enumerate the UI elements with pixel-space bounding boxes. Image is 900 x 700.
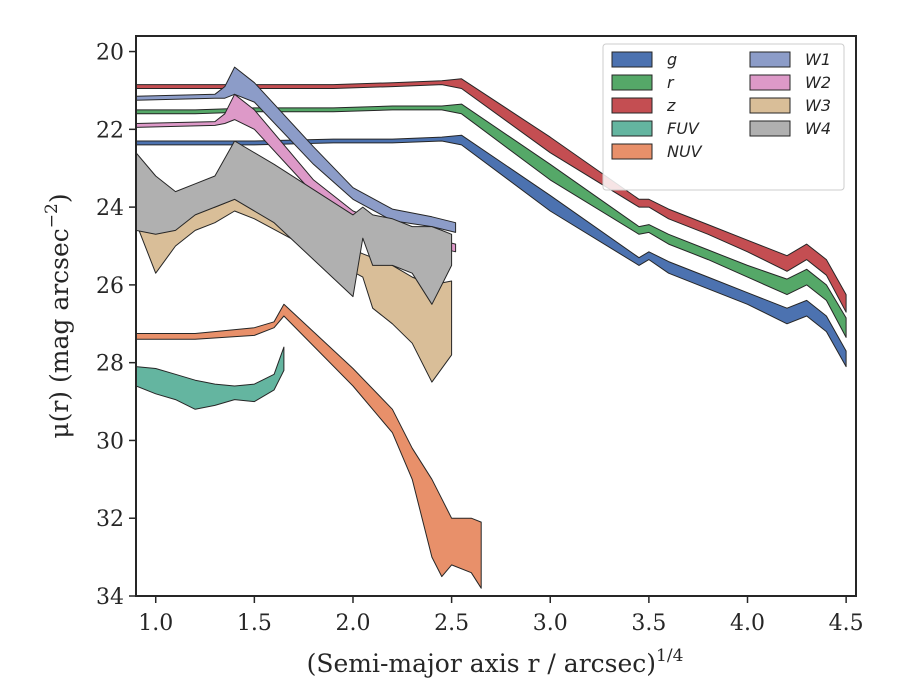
- x-tick-label: 1.5: [237, 611, 272, 636]
- legend-swatch-W1: [749, 51, 791, 68]
- y-axis-label-superscript: −2: [42, 203, 62, 228]
- legend-swatch-W2: [749, 74, 791, 91]
- y-tick-label: 26: [96, 274, 124, 299]
- x-tick-label: 2.5: [434, 611, 469, 636]
- legend-label-W2: W2: [805, 73, 831, 92]
- band-z: [136, 78, 847, 313]
- plot-frame: [135, 35, 857, 597]
- band-W4: [136, 140, 453, 305]
- x-tick-label: 4.5: [829, 611, 864, 636]
- x-tick-label: 1.0: [138, 611, 173, 636]
- x-axis: 1.0 1.5 2.0 2.5 3.0 3.5 4.0 4.5: [138, 596, 864, 636]
- legend-label-g: g: [667, 50, 677, 69]
- y-tick-label: 30: [96, 429, 124, 454]
- x-axis-label-superscript: 1/4: [656, 646, 683, 666]
- x-tick-label: 4.0: [730, 611, 765, 636]
- band-FUV: [136, 346, 285, 410]
- x-tick-label: 3.5: [631, 611, 666, 636]
- x-tick-label: 2.0: [335, 611, 370, 636]
- y-tick-label: 28: [96, 352, 124, 377]
- x-axis-label: (Semi-major axis r / arcsec)1/4: [307, 646, 684, 678]
- y-axis-label-main: μ(r) (mag arcsec: [45, 228, 74, 438]
- y-axis: 20 22 24 26 28 30 32 34: [96, 41, 136, 610]
- band-NUV: [136, 303, 482, 589]
- y-tick-label: 24: [96, 196, 124, 221]
- y-axis-label-suffix: ): [45, 193, 74, 203]
- band-W1: [136, 66, 457, 233]
- band-W2: [136, 93, 457, 253]
- x-axis-label-main: (Semi-major axis r / arcsec): [307, 649, 656, 678]
- legend-label-W3: W3: [805, 96, 831, 115]
- series-bands: [136, 66, 847, 589]
- legend-label-W1: W1: [805, 50, 831, 69]
- band-r: [136, 103, 847, 338]
- legend-label-NUV: NUV: [667, 142, 703, 161]
- legend-swatch-g: [611, 51, 653, 68]
- legend-label-FUV: FUV: [667, 119, 700, 138]
- legend-swatch-r: [611, 74, 653, 91]
- legend-swatch-NUV: [611, 143, 653, 160]
- band-g: [136, 134, 847, 368]
- legend-swatch-FUV: [611, 120, 653, 137]
- legend-swatch-z: [611, 97, 653, 114]
- legend: grz FUV NUV W1 W2 W3 W4: [602, 43, 845, 191]
- y-axis-label: μ(r) (mag arcsec−2): [42, 193, 74, 438]
- y-tick-label: 32: [96, 507, 124, 532]
- y-tick-label: 20: [96, 41, 124, 66]
- x-tick-label: 3.0: [533, 611, 568, 636]
- legend-label-W4: W4: [805, 119, 831, 138]
- legend-swatch-W3: [749, 97, 791, 114]
- y-tick-label: 34: [96, 585, 124, 610]
- legend-swatch-W4: [749, 120, 791, 137]
- legend-label-r: r: [667, 73, 675, 92]
- y-tick-label: 22: [96, 118, 124, 143]
- legend-label-z: z: [666, 96, 676, 115]
